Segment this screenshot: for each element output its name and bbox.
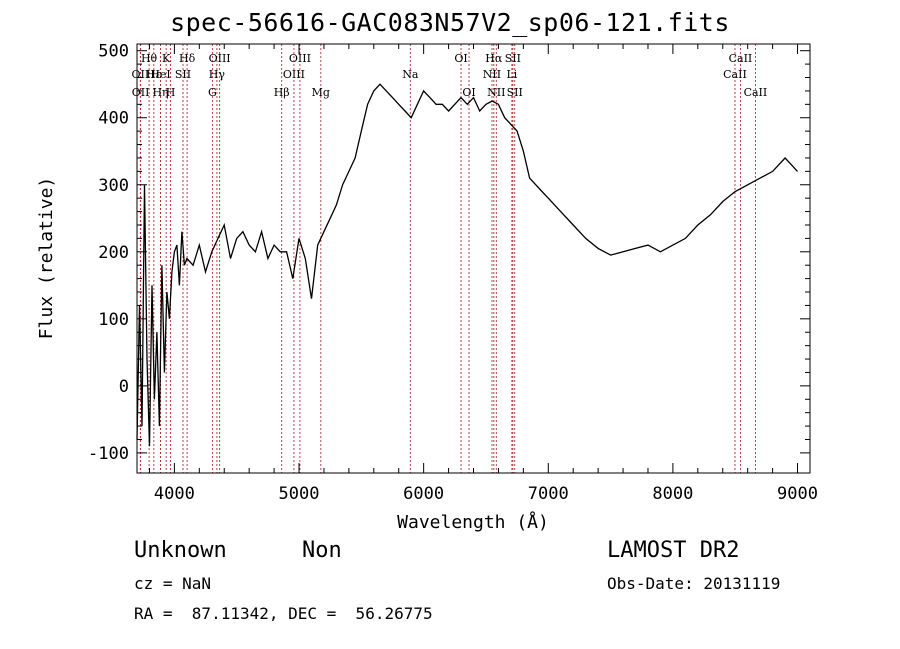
x-tick-label: 6000 <box>403 484 444 504</box>
x-tick-label: 9000 <box>777 484 818 504</box>
line-marker-label: Hη <box>152 86 168 99</box>
line-marker-label: Na <box>402 68 419 81</box>
line-marker-label: SII <box>505 52 521 65</box>
line-marker-label: HeI <box>150 68 170 81</box>
y-tick-label: 0 <box>119 377 129 397</box>
coordinates: RA = 87.11342, DEC = 56.26775 <box>134 604 433 623</box>
line-marker-label: CaII <box>723 68 747 81</box>
chart-title: spec-56616-GAC083N57V2_sp06-121.fits <box>170 8 730 37</box>
object-subclass: Non <box>302 538 342 563</box>
line-marker-label: OIII <box>209 52 231 65</box>
line-marker-label: OIII <box>283 68 305 81</box>
x-tick-label: 5000 <box>279 484 320 504</box>
y-tick-label: 300 <box>98 176 129 196</box>
y-axis-label: Flux (relative) <box>36 177 57 340</box>
x-axis-ticks: 4000 5000 6000 7000 8000 9000 <box>148 44 818 504</box>
line-marker-label: Mg <box>312 86 330 99</box>
line-marker-label: Hε <box>146 68 162 81</box>
line-marker-label: K <box>162 52 171 65</box>
line-marker-label: Hα <box>485 52 503 65</box>
y-tick-label: -100 <box>88 444 129 464</box>
redshift-value: cz = NaN <box>134 574 212 593</box>
x-axis-label: Wavelength (Å) <box>397 511 549 533</box>
line-marker-label: Hγ <box>209 68 226 81</box>
line-markers <box>139 44 756 473</box>
line-marker-label: H <box>166 86 176 99</box>
line-marker-label: OII <box>132 68 150 81</box>
y-tick-label: 500 <box>98 42 129 62</box>
line-marker-label: G <box>208 86 217 99</box>
plot-frame <box>136 43 811 474</box>
x-tick-label: 8000 <box>652 484 693 504</box>
obs-date: Obs-Date: 20131119 <box>607 574 781 593</box>
line-marker-label: Li <box>506 68 517 81</box>
line-marker-label: NII <box>487 86 505 99</box>
line-marker-label: OI <box>454 52 467 65</box>
y-tick-label: 400 <box>98 109 129 129</box>
line-marker-label: Hθ <box>141 52 158 65</box>
line-marker-label: Hβ <box>274 86 290 99</box>
line-marker-label: SII <box>507 86 523 99</box>
line-marker-label: SII <box>175 68 191 81</box>
line-marker-label: CaII <box>729 52 753 65</box>
line-marker-label: OIII <box>289 52 311 65</box>
x-tick-label: 7000 <box>528 484 569 504</box>
x-tick-label: 4000 <box>154 484 195 504</box>
y-tick-label: 100 <box>98 310 129 330</box>
line-marker-label: OI <box>462 86 475 99</box>
spectrum-line <box>136 83 798 447</box>
line-marker-label: OII <box>132 86 150 99</box>
line-marker-label: NII <box>483 68 501 81</box>
line-marker-label: CaII <box>744 86 768 99</box>
line-marker-label: Hδ <box>179 52 196 65</box>
object-class: Unknown <box>134 538 227 563</box>
survey-name: LAMOST DR2 <box>607 538 740 563</box>
y-tick-label: 200 <box>98 243 129 263</box>
y-axis-ticks: -100 0 100 200 300 400 500 <box>88 42 810 464</box>
